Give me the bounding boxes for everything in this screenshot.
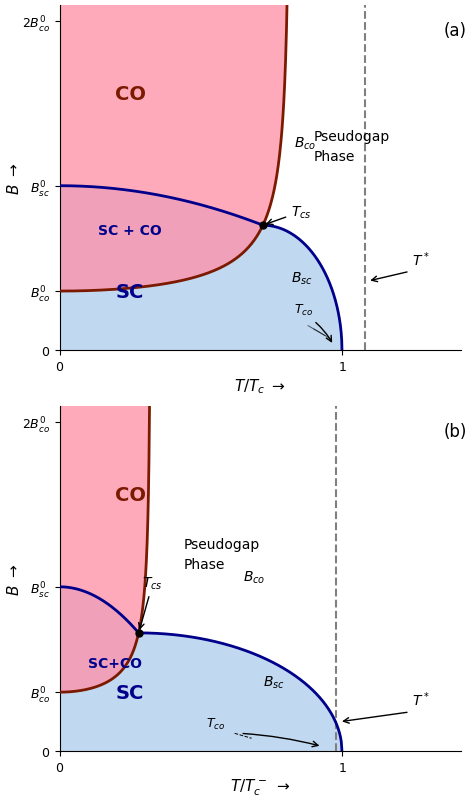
Text: $B_{co}$: $B_{co}$ xyxy=(243,569,265,585)
Text: $T^*$: $T^*$ xyxy=(412,690,430,708)
Text: $T^*$: $T^*$ xyxy=(412,250,430,268)
Polygon shape xyxy=(60,0,287,291)
Text: $B_{sc}$: $B_{sc}$ xyxy=(291,270,313,286)
Text: CO: CO xyxy=(115,486,146,504)
Text: $B_{co}$: $B_{co}$ xyxy=(294,135,316,152)
Text: SC: SC xyxy=(116,683,145,702)
Text: $B_{sc}$: $B_{sc}$ xyxy=(263,674,285,690)
Y-axis label: $B$ $\rightarrow$: $B$ $\rightarrow$ xyxy=(6,162,21,194)
Text: $T_{cs}$: $T_{cs}$ xyxy=(139,575,163,629)
Polygon shape xyxy=(60,587,139,692)
Text: (a): (a) xyxy=(444,22,466,40)
Polygon shape xyxy=(60,587,342,752)
Polygon shape xyxy=(60,383,150,692)
Text: SC+CO: SC+CO xyxy=(88,656,142,670)
Y-axis label: $B$ $\rightarrow$: $B$ $\rightarrow$ xyxy=(6,563,21,595)
Text: CO: CO xyxy=(115,85,146,104)
Text: $T_{co}$: $T_{co}$ xyxy=(294,302,313,317)
Polygon shape xyxy=(60,186,342,351)
Text: (b): (b) xyxy=(444,422,467,441)
Text: Pseudogap
Phase: Pseudogap Phase xyxy=(184,537,260,571)
Text: $T_{cs}$: $T_{cs}$ xyxy=(267,204,312,225)
X-axis label: $T/T_c$ $\rightarrow$: $T/T_c$ $\rightarrow$ xyxy=(234,377,286,395)
X-axis label: $T/T_c^-$ $\rightarrow$: $T/T_c^-$ $\rightarrow$ xyxy=(230,777,290,797)
Text: Pseudogap
Phase: Pseudogap Phase xyxy=(314,130,390,164)
Text: $T_{co}$: $T_{co}$ xyxy=(206,715,226,731)
Text: SC + CO: SC + CO xyxy=(98,224,162,238)
Text: SC: SC xyxy=(116,282,145,301)
Polygon shape xyxy=(60,186,263,291)
